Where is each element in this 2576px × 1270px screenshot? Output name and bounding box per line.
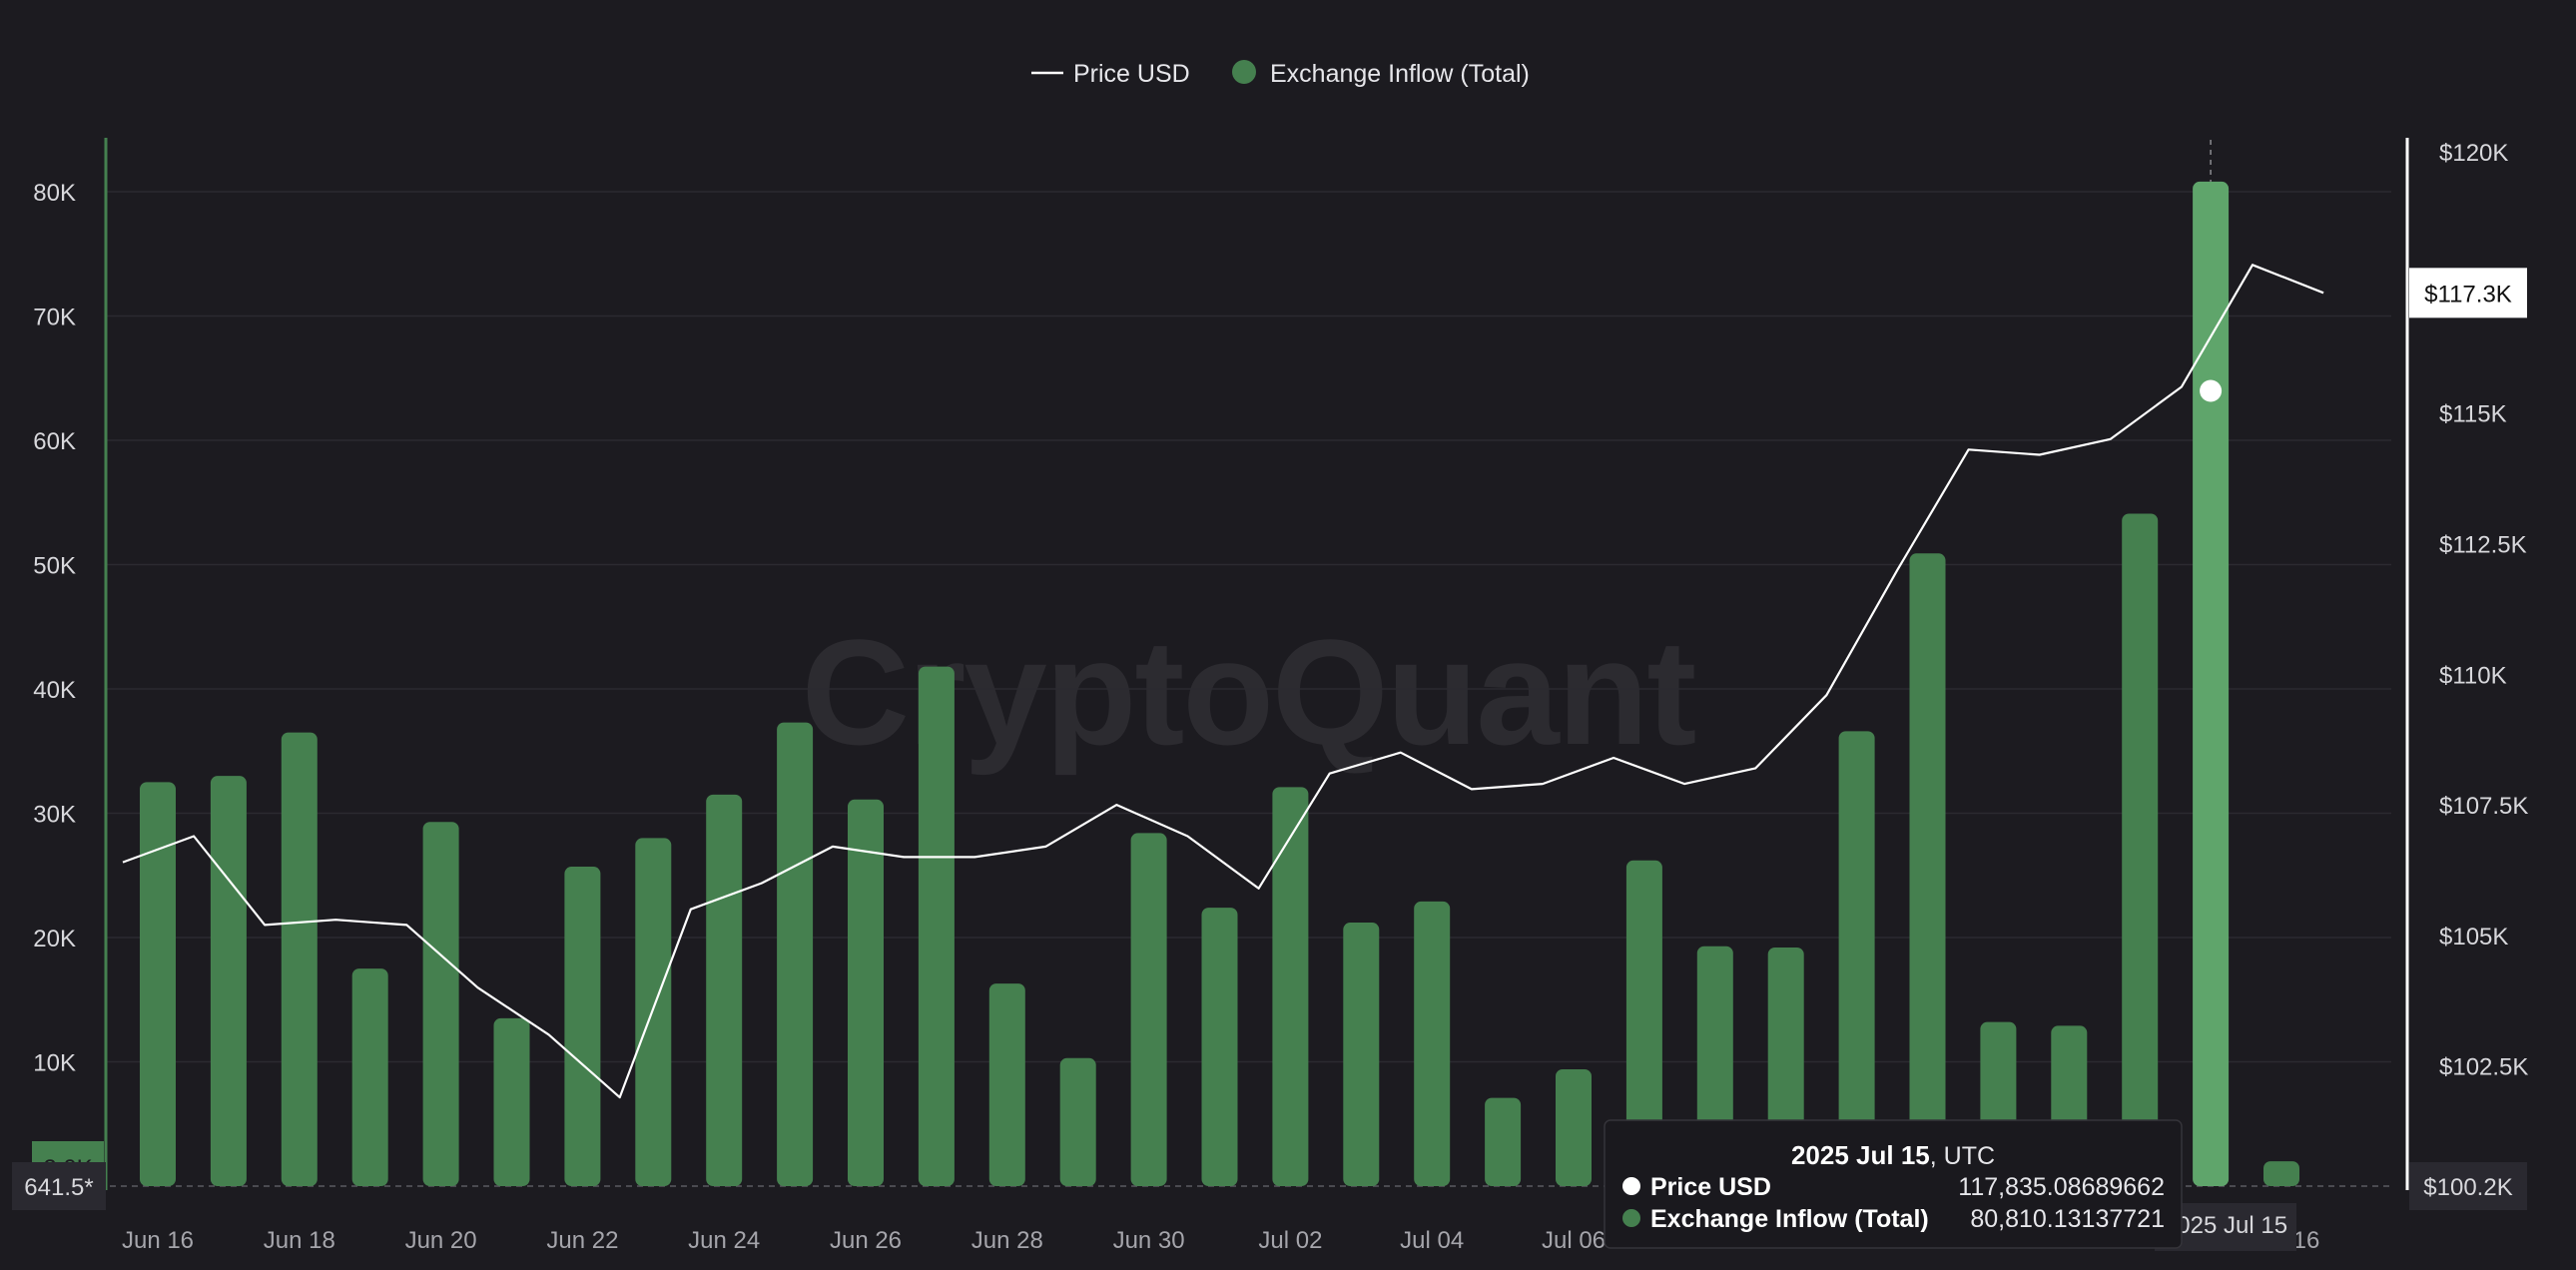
inflow-bar (210, 776, 247, 1186)
x-tick-label: Jun 22 (546, 1227, 618, 1254)
inflow-bars (140, 181, 2299, 1186)
y-left-tick-label: 40K (33, 677, 76, 704)
inflow-bar (848, 799, 884, 1186)
y-right-tick-label: $105K (2439, 924, 2508, 951)
inflow-bar (1059, 1057, 1096, 1186)
hover-date-badge-text: 2025 Jul 15 (2164, 1212, 2287, 1239)
inflow-bar (564, 867, 601, 1186)
inflow-bar (918, 666, 955, 1186)
inflow-bar (777, 722, 814, 1186)
inflow-bar (988, 983, 1025, 1186)
right-min-badge (2409, 1162, 2527, 1210)
inflow-bar (1414, 901, 1451, 1186)
inflow-bar (1343, 923, 1380, 1186)
y-left-tick-label: 80K (33, 180, 76, 207)
right-price-badge (2409, 268, 2527, 318)
left-min-badge (12, 1162, 106, 1210)
hover-marker-dot (2200, 379, 2223, 402)
inflow-bar (1201, 908, 1238, 1186)
inflow-bar (635, 838, 672, 1186)
x-tick-label: Jul 06 (1542, 1227, 1606, 1254)
x-tick-label: Jun 16 (122, 1227, 194, 1254)
tooltip-row-dot (1622, 1177, 1640, 1195)
y-right-tick-label: $110K (2439, 662, 2507, 689)
tooltip-row-value: 80,810.13137721 (1970, 1205, 2165, 1233)
y-left-tick-label: 20K (33, 926, 76, 952)
tooltip-row-label: Exchange Inflow (Total) (1650, 1205, 1929, 1233)
y-left-tick-label: 30K (33, 802, 76, 829)
tooltip-row-dot (1622, 1209, 1640, 1227)
inflow-bar (1556, 1068, 1592, 1186)
right-price-badge-text: $117.3K (2424, 281, 2512, 308)
y-left-tick-label: 60K (33, 428, 76, 455)
left-min-badge-text: 641.5* (24, 1174, 93, 1201)
y-right-tick-label: $115K (2439, 401, 2507, 428)
legend-inflow-label[interactable]: Exchange Inflow (Total) (1270, 60, 1530, 88)
x-tick-label: Jun 20 (405, 1227, 477, 1254)
x-tick-label: Jun 28 (971, 1227, 1043, 1254)
grid-lines (105, 191, 2391, 1063)
inflow-bar (1130, 833, 1167, 1186)
y-left-tick-label: 70K (33, 305, 76, 331)
x-tick-label: Jun 24 (688, 1227, 760, 1254)
tooltip-box (1604, 1119, 2183, 1249)
right-min-badge-text: $100.2K (2423, 1174, 2512, 1201)
inflow-bar (1485, 1097, 1522, 1186)
inflow-bar (493, 1017, 530, 1186)
y-right-tick-label: $112.5K (2439, 531, 2527, 558)
x-tick-label: Jun 30 (1113, 1227, 1185, 1254)
tooltip-panel: 2025 Jul 15, UTC Price USD 117,835.0868966… (1604, 1119, 2183, 1249)
x-tick-label: Jun 18 (264, 1227, 335, 1254)
y-right-tick-label: $107.5K (2439, 793, 2528, 820)
x-tick-label: Jul 04 (1400, 1227, 1464, 1254)
tooltip-title-date: 2025 Jul 15 (1791, 1140, 1930, 1170)
legend-price-label[interactable]: Price USD (1073, 60, 1190, 88)
legend[interactable]: Price USD Exchange Inflow (Total) (1031, 60, 1530, 88)
y-left-tick-label: 50K (33, 553, 76, 580)
inflow-bar (351, 968, 388, 1186)
inflow-bar (2122, 513, 2159, 1186)
tooltip-title: 2025 Jul 15, UTC (1791, 1140, 1995, 1170)
inflow-bar (140, 782, 176, 1186)
tooltip-title-suffix: , UTC (1930, 1142, 1995, 1170)
y-right-tick-label: $102.5K (2439, 1054, 2528, 1081)
inflow-bar (706, 794, 743, 1186)
inflow-bar (1625, 860, 1662, 1186)
tooltip-row-label: Price USD (1650, 1173, 1771, 1201)
inflow-bar (281, 732, 318, 1186)
y-left-tick-label: 10K (33, 1050, 76, 1077)
inflow-bar (1909, 553, 1946, 1186)
inflow-bar (1838, 731, 1875, 1186)
tooltip-row-value: 117,835.08689662 (1958, 1173, 2165, 1201)
price-line (122, 264, 2324, 1099)
legend-inflow-swatch (1232, 60, 1256, 84)
y-right-tick-label: $120K (2439, 140, 2508, 167)
x-tick-label: Jul 02 (1258, 1227, 1322, 1254)
inflow-bar (2193, 181, 2230, 1186)
x-tick-label: 16 (2293, 1227, 2320, 1254)
inflow-bar (1272, 787, 1309, 1186)
x-tick-label: Jun 26 (830, 1227, 902, 1254)
inflow-bar (422, 822, 459, 1186)
inflow-bar (2263, 1161, 2299, 1186)
